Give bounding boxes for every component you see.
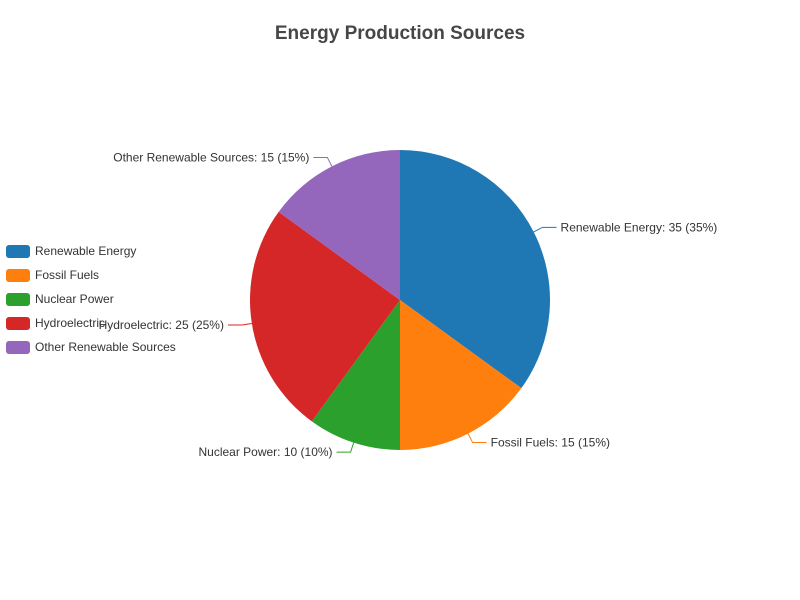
leader-line-nuclear-power — [336, 442, 355, 453]
leader-line-renewable-energy — [533, 226, 557, 233]
legend-label-renewable-energy[interactable]: Renewable Energy — [35, 244, 136, 258]
legend-swatch-other-renewable-sources[interactable] — [6, 341, 30, 354]
legend-label-other-renewable-sources[interactable]: Other Renewable Sources — [35, 340, 176, 354]
leader-line-other-renewable-sources — [313, 156, 333, 167]
legend-swatch-hydroelectric[interactable] — [6, 317, 30, 330]
legend-swatch-nuclear-power[interactable] — [6, 293, 30, 306]
pie-slice-renewable-energy[interactable] — [400, 150, 550, 389]
legend-label-hydroelectric[interactable]: Hydroelectric — [35, 316, 105, 330]
pie-slice-other-renewable-sources[interactable] — [278, 150, 400, 300]
pie-slice-fossil-fuels[interactable] — [400, 300, 522, 450]
leader-line-fossil-fuels — [467, 433, 487, 444]
slice-leader-lines — [227, 156, 557, 453]
slice-label-renewable-energy: Renewable Energy: 35 (35%) — [561, 220, 718, 234]
slice-label-fossil-fuels: Fossil Fuels: 15 (15%) — [491, 436, 610, 450]
legend: Renewable Energy Fossil Fuels Nuclear Powe… — [6, 244, 176, 354]
legend-label-nuclear-power[interactable]: Nuclear Power — [35, 292, 114, 306]
legend-swatch-renewable-energy[interactable] — [6, 245, 30, 258]
slice-labels: Renewable Energy: 35 (35%) Fossil Fuels: … — [99, 150, 718, 459]
slice-label-other-renewable-sources: Other Renewable Sources: 15 (15%) — [113, 150, 309, 164]
slice-label-hydroelectric: Hydroelectric: 25 (25%) — [99, 318, 224, 332]
chart-title: Energy Production Sources — [275, 23, 525, 44]
slice-label-nuclear-power: Nuclear Power: 10 (10%) — [198, 445, 332, 459]
leader-line-hydroelectric — [227, 322, 252, 326]
pie-slice-hydroelectric[interactable] — [250, 211, 400, 422]
pie-slices — [250, 150, 550, 450]
pie-slice-nuclear-power[interactable] — [311, 300, 400, 450]
legend-label-fossil-fuels[interactable]: Fossil Fuels — [35, 268, 99, 282]
legend-swatch-fossil-fuels[interactable] — [6, 269, 30, 282]
